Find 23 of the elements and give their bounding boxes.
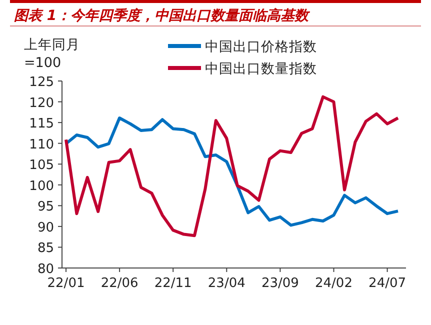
y-tick-label: 85 — [37, 241, 54, 256]
x-tick-label: 22/11 — [154, 276, 192, 291]
x-tick-label: 23/04 — [208, 276, 246, 291]
y-tick-label: 80 — [37, 262, 54, 277]
y-tick-label: 115 — [29, 116, 54, 132]
y-tick-label: 95 — [37, 200, 54, 215]
chart-title: 图表 1：今年四季度，中国出口数量面临高基数 — [14, 7, 311, 24]
x-tick-label: 24/07 — [368, 276, 406, 291]
legend-label: 中国出口价格指数 — [205, 39, 317, 55]
x-tick-label: 22/01 — [47, 276, 85, 291]
y-tick-label: 100 — [29, 178, 54, 194]
line-series — [64, 116, 400, 227]
x-tick-label: 23/09 — [261, 276, 299, 291]
legend-label: 中国出口数量指数 — [205, 61, 317, 77]
y-tick-label: 105 — [29, 158, 54, 174]
y-axis-title: 上年同月=100 — [24, 36, 81, 72]
y-tick-label: 90 — [37, 220, 54, 236]
x-tick-label: 22/06 — [100, 276, 138, 291]
y-tick-label: 120 — [29, 96, 54, 111]
y-tick-label: 110 — [29, 137, 54, 152]
line-series — [64, 95, 400, 238]
x-tick-label: 24/02 — [315, 276, 352, 291]
y-tick-label: 125 — [29, 75, 54, 90]
